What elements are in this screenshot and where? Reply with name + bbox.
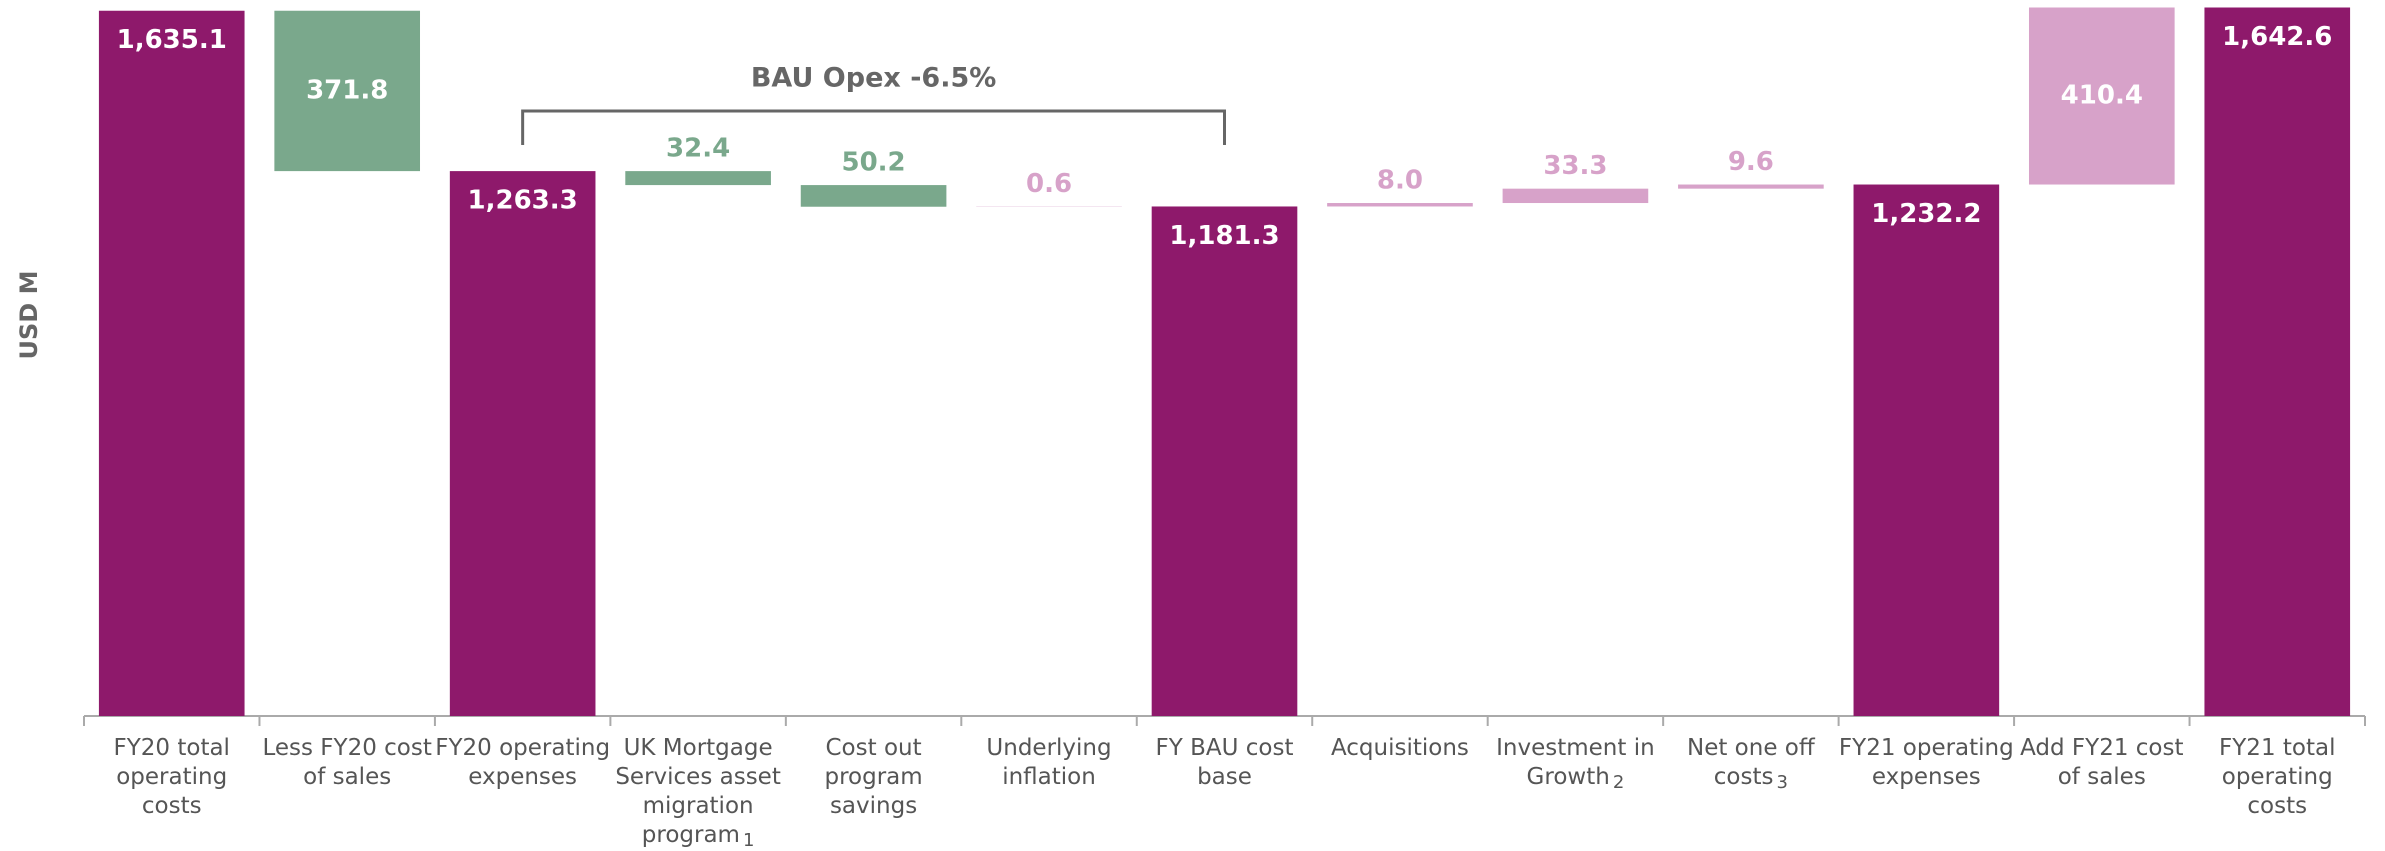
value-label: 1,642.6 bbox=[2222, 22, 2332, 52]
x-tick-label: Cost out program savings bbox=[786, 734, 961, 821]
x-tick-label: Add FY21 cost of sales bbox=[2014, 734, 2189, 792]
value-label: 1,232.2 bbox=[1871, 199, 1981, 229]
x-tick-label: FY20 operating expenses bbox=[435, 734, 610, 792]
category-text: Underlying inflation bbox=[986, 735, 1112, 790]
value-label: 0.6 bbox=[1026, 169, 1072, 199]
category-text: Acquisitions bbox=[1330, 735, 1469, 761]
category-text: FY20 total operating costs bbox=[113, 735, 230, 819]
value-label: 32.4 bbox=[666, 134, 730, 164]
category-text: Cost out program savings bbox=[824, 735, 923, 819]
x-tick-label: Investment in Growth 2 bbox=[1488, 734, 1663, 797]
category-text: FY20 operating expenses bbox=[435, 735, 611, 790]
bar bbox=[2204, 7, 2351, 716]
x-tick-label: Net one off costs 3 bbox=[1663, 734, 1838, 797]
bar bbox=[274, 10, 421, 172]
value-label: 371.8 bbox=[306, 75, 388, 105]
x-tick-label: FY20 total operating costs bbox=[84, 734, 259, 821]
bar bbox=[1151, 206, 1298, 717]
value-label: 9.6 bbox=[1728, 147, 1774, 177]
category-text: FY BAU cost base bbox=[1155, 735, 1294, 790]
annotation: BAU Opex -6.5% bbox=[751, 63, 996, 94]
x-tick-label: Less FY20 cost of sales bbox=[259, 734, 434, 792]
bar bbox=[1678, 184, 1824, 189]
bar bbox=[98, 10, 245, 717]
footnote-mark: 1 bbox=[742, 830, 755, 851]
x-tick-label: FY21 total operating costs bbox=[2190, 734, 2365, 821]
category-text: Less FY20 cost of sales bbox=[262, 735, 432, 790]
bar bbox=[1327, 203, 1473, 207]
bar bbox=[625, 171, 771, 186]
footnote-mark: 3 bbox=[1776, 772, 1788, 793]
bar bbox=[449, 171, 596, 716]
category-text: FY21 total operating costs bbox=[2219, 735, 2336, 819]
value-label: 1,263.3 bbox=[468, 186, 578, 216]
category-text: Add FY21 cost of sales bbox=[2020, 735, 2184, 790]
x-tick-label: Underlying inflation bbox=[961, 734, 1136, 792]
bar bbox=[1853, 184, 2000, 716]
value-label: 1,181.3 bbox=[1169, 221, 1279, 251]
x-tick-label: Acquisitions bbox=[1312, 734, 1487, 763]
value-label: 33.3 bbox=[1543, 151, 1607, 181]
category-text: Net one off costs bbox=[1687, 735, 1815, 790]
y-axis-label: USD M bbox=[15, 271, 43, 360]
category-text: Investment in Growth bbox=[1496, 735, 1655, 790]
x-tick-label: FY21 operating expenses bbox=[1839, 734, 2014, 792]
x-tick-label: FY BAU cost base bbox=[1137, 734, 1312, 792]
bar bbox=[2028, 7, 2175, 185]
x-tick-label: UK Mortgage Services asset migration pro… bbox=[610, 734, 785, 851]
value-label: 1,635.1 bbox=[117, 25, 227, 55]
footnote-mark: 2 bbox=[1612, 772, 1625, 793]
category-text: UK Mortgage Services asset migration pro… bbox=[615, 735, 781, 848]
value-label: 50.2 bbox=[841, 148, 905, 178]
bar bbox=[1502, 188, 1649, 204]
value-label: 8.0 bbox=[1377, 166, 1423, 196]
category-text: FY21 operating expenses bbox=[1838, 735, 2014, 790]
value-label: 410.4 bbox=[2061, 81, 2143, 111]
bar bbox=[800, 185, 947, 207]
bracket bbox=[521, 109, 1226, 145]
